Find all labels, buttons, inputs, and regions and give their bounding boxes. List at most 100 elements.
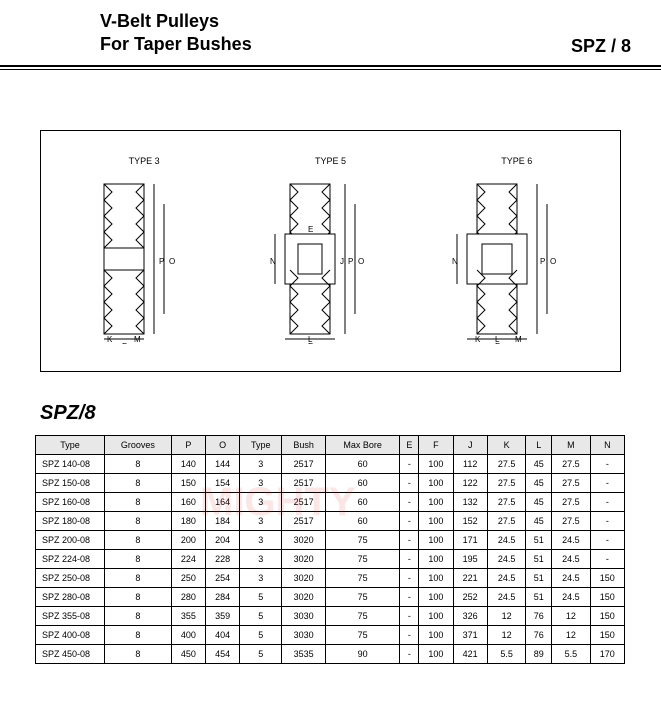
table-cell: 60 [325,492,399,511]
diagram-type6: TYPE 6 P O N K L M F [447,156,587,346]
table-cell: 5.5 [552,644,591,663]
rule-thin [0,69,661,70]
svg-text:K: K [107,335,113,344]
header-code: SPZ / 8 [571,36,631,57]
svg-text:K: K [475,335,481,344]
table-cell: - [590,454,624,473]
col-header: Grooves [105,435,172,454]
pulley-svg-6: P O N K L M F [447,174,587,344]
table-cell: 359 [206,606,240,625]
table-cell: 3020 [282,568,326,587]
table-row: SPZ 355-0883553595303075-100326127612150 [36,606,625,625]
table-cell: 280 [171,587,205,606]
table-cell: 24.5 [487,549,526,568]
table-cell: 75 [325,568,399,587]
table-cell: 100 [419,511,453,530]
table-cell: 24.5 [487,568,526,587]
pulley-svg-3: P O K M F [74,174,214,344]
svg-text:O: O [358,257,364,266]
table-cell: 150 [171,473,205,492]
table-cell: 5.5 [487,644,526,663]
table-cell: 400 [171,625,205,644]
table-cell: SPZ 400-08 [36,625,105,644]
table-cell: - [590,530,624,549]
table-cell: 75 [325,530,399,549]
table-cell: 254 [206,568,240,587]
table-cell: 450 [171,644,205,663]
table-cell: 89 [526,644,552,663]
table-cell: SPZ 180-08 [36,511,105,530]
table-cell: 224 [171,549,205,568]
table-cell: 12 [487,606,526,625]
table-cell: 60 [325,511,399,530]
table-cell: 3 [240,492,282,511]
table-cell: 27.5 [552,473,591,492]
table-cell: 24.5 [552,530,591,549]
svg-text:M: M [134,335,141,344]
table-cell: 100 [419,568,453,587]
table-cell: - [400,473,419,492]
table-cell: 150 [590,625,624,644]
table-cell: 100 [419,625,453,644]
table-cell: 250 [171,568,205,587]
table-cell: 8 [105,606,172,625]
table-body: SPZ 140-0881401443251760-10011227.54527.… [36,454,625,663]
table-cell: 2517 [282,473,326,492]
table-cell: 3 [240,454,282,473]
svg-text:N: N [452,257,458,266]
table-cell: - [400,492,419,511]
table-cell: 60 [325,473,399,492]
table-cell: 132 [453,492,487,511]
col-header: Type [240,435,282,454]
col-header: J [453,435,487,454]
diagram-label-6: TYPE 6 [447,156,587,166]
table-cell: 3 [240,530,282,549]
header-line1: V-Belt Pulleys [100,10,252,33]
table-row: SPZ 250-0882502543302075-10022124.55124.… [36,568,625,587]
table-cell: 24.5 [487,587,526,606]
table-cell: 100 [419,644,453,663]
rule-thick [0,65,661,67]
col-header: N [590,435,624,454]
table-cell: 5 [240,606,282,625]
table-cell: 3 [240,473,282,492]
table-cell: 154 [206,473,240,492]
table-cell: - [400,625,419,644]
table-cell: 160 [171,492,205,511]
table-cell: 5 [240,625,282,644]
table-cell: 3535 [282,644,326,663]
table-cell: 51 [526,587,552,606]
col-header: Bush [282,435,326,454]
table-cell: 100 [419,587,453,606]
table-cell: 152 [453,511,487,530]
table-cell: 45 [526,492,552,511]
table-cell: SPZ 224-08 [36,549,105,568]
table-cell: 184 [206,511,240,530]
table-cell: 51 [526,568,552,587]
diagram-type5: TYPE 5 P O N E L F J [260,156,400,346]
table-cell: 421 [453,644,487,663]
col-header: O [206,435,240,454]
table-cell: 204 [206,530,240,549]
table-cell: 170 [590,644,624,663]
table-row: SPZ 150-0881501543251760-10012227.54527.… [36,473,625,492]
svg-text:O: O [550,257,556,266]
table-cell: 3 [240,511,282,530]
svg-text:J: J [340,257,344,266]
table-cell: - [400,644,419,663]
table-cell: 8 [105,568,172,587]
table-cell: SPZ 450-08 [36,644,105,663]
table-cell: 3 [240,568,282,587]
table-row: SPZ 160-0881601643251760-10013227.54527.… [36,492,625,511]
table-cell: 144 [206,454,240,473]
col-header: K [487,435,526,454]
table-head: TypeGroovesPOTypeBushMax BoreEFJKLMN [36,435,625,454]
table-cell: 8 [105,473,172,492]
table-cell: 51 [526,530,552,549]
svg-text:M: M [515,335,522,344]
table-cell: 3030 [282,625,326,644]
col-header: Type [36,435,105,454]
table-cell: 100 [419,530,453,549]
table-cell: 200 [171,530,205,549]
table-cell: 12 [487,625,526,644]
